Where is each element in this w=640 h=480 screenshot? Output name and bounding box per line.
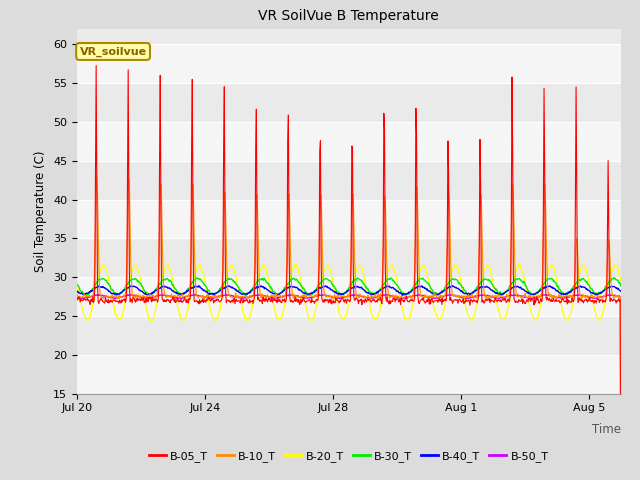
- Y-axis label: Soil Temperature (C): Soil Temperature (C): [35, 150, 47, 272]
- Legend: B-05_T, B-10_T, B-20_T, B-30_T, B-40_T, B-50_T: B-05_T, B-10_T, B-20_T, B-30_T, B-40_T, …: [145, 446, 553, 467]
- Text: VR_soilvue: VR_soilvue: [79, 47, 147, 57]
- Bar: [77, 83, 621, 122]
- Bar: [77, 239, 621, 277]
- Bar: [77, 5, 621, 44]
- Title: VR SoilVue B Temperature: VR SoilVue B Temperature: [259, 10, 439, 24]
- Bar: [77, 316, 621, 355]
- Text: Time: Time: [592, 423, 621, 436]
- Bar: [77, 161, 621, 200]
